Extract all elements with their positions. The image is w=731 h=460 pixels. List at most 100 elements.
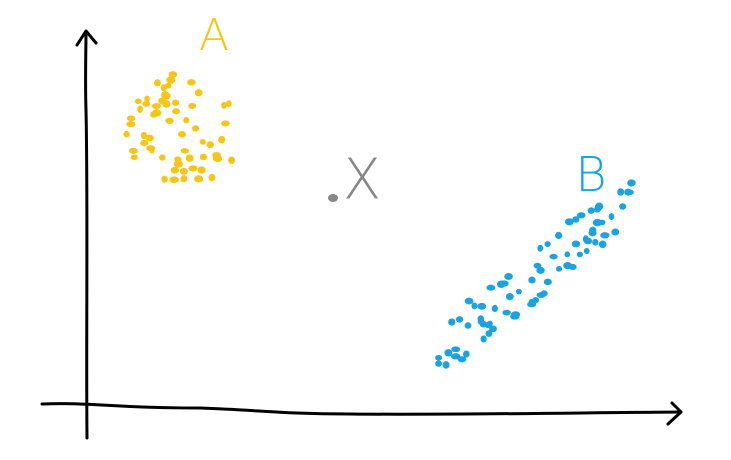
dot (137, 105, 144, 113)
dot (499, 280, 509, 287)
dot (583, 248, 590, 255)
dot (174, 156, 182, 163)
dot (188, 165, 198, 172)
dot (185, 154, 194, 162)
dot (172, 108, 180, 115)
dot (173, 160, 183, 168)
dot (166, 76, 176, 84)
dot (159, 154, 166, 161)
dot (180, 175, 188, 183)
dot (208, 173, 216, 182)
dot (592, 238, 599, 246)
dot (528, 276, 536, 284)
dot (619, 203, 627, 210)
dot (486, 284, 496, 291)
dot (206, 141, 214, 149)
dot (455, 316, 464, 323)
dot (163, 92, 171, 100)
dot (587, 207, 595, 214)
y-axis-arrow (75, 29, 98, 47)
dot (537, 244, 544, 252)
dot (471, 302, 478, 310)
dot (448, 318, 456, 326)
dot (225, 100, 232, 108)
dot (583, 237, 593, 245)
point-dot (328, 194, 338, 202)
dot (169, 176, 179, 183)
dot (608, 213, 615, 221)
dot (532, 297, 540, 304)
dot (212, 155, 223, 163)
dot (180, 147, 189, 154)
dot (221, 120, 230, 127)
dot (540, 290, 548, 297)
dot (197, 166, 206, 174)
dot (625, 189, 634, 196)
dots (123, 71, 636, 369)
dot (168, 71, 178, 78)
dot (218, 135, 226, 144)
dot (595, 202, 604, 210)
dot (187, 79, 196, 86)
dot (510, 313, 520, 320)
dot (194, 89, 203, 97)
dot (191, 125, 200, 132)
dot (154, 79, 161, 87)
dot (126, 115, 136, 122)
dot (491, 304, 498, 313)
dot (564, 218, 574, 226)
dot (480, 335, 487, 343)
dot (504, 272, 513, 280)
dot (134, 98, 142, 105)
dot (123, 130, 130, 138)
dot (555, 265, 563, 272)
axes (40, 29, 683, 440)
dot (165, 117, 174, 124)
dot (444, 349, 453, 357)
dot (576, 251, 583, 258)
dot (183, 116, 190, 124)
dot (172, 99, 180, 106)
dot (221, 101, 227, 109)
dot (435, 354, 443, 361)
dot (477, 318, 485, 325)
dot (464, 322, 472, 329)
y-axis (84, 30, 89, 440)
x-axis-arrow (666, 401, 683, 426)
point-label: X (343, 147, 381, 212)
dot (451, 346, 461, 353)
dot (164, 82, 172, 89)
dot (485, 330, 493, 337)
dot (536, 266, 545, 274)
dot (600, 232, 610, 239)
dot (527, 301, 537, 308)
dot (484, 322, 491, 329)
dot (489, 325, 497, 333)
dot (126, 120, 136, 128)
dot (199, 153, 207, 161)
dot (549, 253, 558, 260)
dot (598, 240, 607, 249)
dot (140, 131, 147, 140)
dot (515, 288, 522, 295)
dot (199, 138, 206, 145)
dot (555, 231, 563, 240)
dot (142, 100, 151, 107)
dot (611, 228, 620, 236)
dot (140, 139, 149, 147)
cluster-label: B (575, 147, 606, 203)
dot (144, 95, 150, 103)
dot (576, 212, 586, 219)
dot (188, 102, 197, 109)
dot (627, 179, 636, 187)
dot (158, 97, 167, 105)
x-axis (40, 402, 682, 416)
dot (457, 356, 467, 363)
dot (463, 350, 470, 358)
dot (170, 166, 180, 174)
dot (592, 218, 602, 227)
dot (505, 293, 514, 301)
dot (617, 188, 625, 196)
dot (544, 241, 551, 247)
